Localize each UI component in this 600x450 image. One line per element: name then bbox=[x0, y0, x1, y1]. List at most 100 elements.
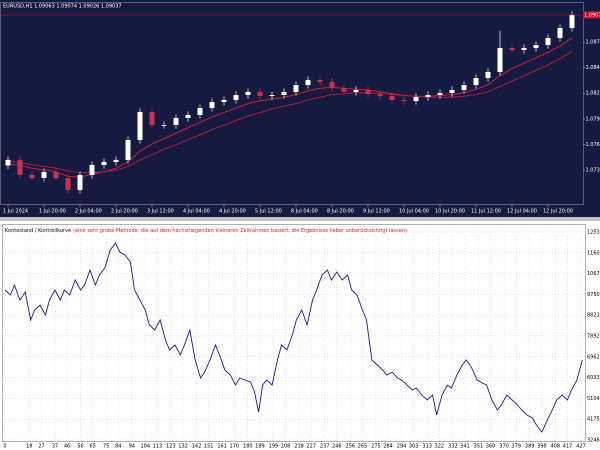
candle-body bbox=[497, 48, 503, 73]
x-tick-label: 398 bbox=[537, 444, 547, 450]
candle-body bbox=[101, 162, 107, 165]
candle-body bbox=[221, 99, 227, 103]
x-tick-label: 189 bbox=[255, 444, 265, 450]
x-tick-label: 142 bbox=[192, 444, 202, 450]
candle-body bbox=[257, 91, 263, 96]
candle-body bbox=[17, 159, 23, 175]
x-tick-label: 379 bbox=[511, 444, 521, 450]
x-tick-label: 10 Jul 04:00 bbox=[399, 209, 429, 215]
x-tick-label: 303 bbox=[409, 444, 419, 450]
x-tick-label: 8 Jul 04:00 bbox=[291, 209, 318, 215]
x-tick-label: 3 Jul 12:00 bbox=[147, 209, 174, 215]
candle-body bbox=[377, 94, 383, 96]
candle-body bbox=[125, 140, 131, 160]
candle-body bbox=[29, 174, 35, 178]
x-tick-label: 322 bbox=[435, 444, 445, 450]
candle-body bbox=[485, 72, 491, 79]
plot-frame bbox=[2, 224, 586, 442]
moving-average bbox=[7, 51, 573, 174]
x-tick-label: 427 bbox=[576, 444, 586, 450]
y-tick-label: 11608 bbox=[587, 250, 600, 256]
candle-body bbox=[437, 93, 443, 95]
x-tick-label: 37 bbox=[52, 444, 58, 450]
x-tick-label: 65 bbox=[89, 444, 95, 450]
x-tick-label: 265 bbox=[358, 444, 368, 450]
y-tick-label: 3246 bbox=[587, 438, 600, 444]
candle-body bbox=[77, 174, 83, 190]
y-tick-label: 1.08205 bbox=[586, 91, 600, 97]
candle-body bbox=[269, 95, 275, 96]
candle-body bbox=[317, 80, 323, 82]
candle-body bbox=[209, 102, 215, 109]
candle-body bbox=[245, 91, 251, 95]
x-tick-label: 284 bbox=[383, 444, 393, 450]
x-tick-label: 246 bbox=[332, 444, 342, 450]
candle-body bbox=[305, 80, 311, 86]
candle-body bbox=[413, 96, 419, 102]
x-tick-label: 5 Jul 12:00 bbox=[255, 209, 282, 215]
y-tick-label: 6033 bbox=[587, 375, 600, 381]
candle-body bbox=[53, 171, 59, 178]
chart-title: Kontostand / Kontrollkurve (eine sehr gro… bbox=[5, 228, 407, 234]
x-tick-label: 360 bbox=[486, 444, 496, 450]
candle-body bbox=[149, 111, 155, 125]
candle-body bbox=[293, 85, 299, 92]
candle-body bbox=[401, 99, 407, 102]
candle-body bbox=[185, 114, 191, 118]
x-tick-label: 151 bbox=[204, 444, 214, 450]
y-tick-label: 1.07920 bbox=[586, 116, 600, 122]
x-tick-label: 132 bbox=[178, 444, 188, 450]
x-tick-label: 1 Jul 2024 bbox=[3, 209, 28, 215]
candle-body bbox=[389, 95, 395, 100]
x-tick-label: 12 Jul 20:00 bbox=[543, 209, 573, 215]
candle-body bbox=[461, 85, 467, 90]
subtitle: (eine sehr grobe Methode, die auf dem nä… bbox=[73, 228, 407, 234]
x-tick-label: 2 Jul 20:00 bbox=[111, 209, 138, 215]
plot-frame bbox=[0, 2, 584, 205]
x-tick-label: 94 bbox=[129, 444, 135, 450]
y-tick-label: 1.07635 bbox=[586, 142, 600, 148]
candle-body bbox=[353, 89, 359, 92]
x-tick-label: 9 Jul 12:00 bbox=[363, 209, 390, 215]
y-tick-label: 1.08775 bbox=[586, 40, 600, 46]
candle-body bbox=[365, 89, 371, 95]
y-tick-label: 8821 bbox=[587, 313, 600, 319]
chart-title: EURUSD,H1 1.09063 1.09074 1.09026 1.0903… bbox=[3, 4, 122, 10]
candle-body bbox=[89, 164, 95, 175]
x-tick-label: 4 Jul 20:00 bbox=[219, 209, 246, 215]
candle-body bbox=[137, 111, 143, 140]
panel-separator bbox=[0, 217, 600, 221]
x-tick-label: 75 bbox=[103, 444, 109, 450]
candle-body bbox=[473, 78, 479, 86]
y-tick-label: 7892 bbox=[587, 333, 600, 339]
candle-body bbox=[113, 159, 119, 163]
candle-body bbox=[425, 95, 431, 97]
candle-body bbox=[509, 48, 515, 50]
x-tick-label: 84 bbox=[115, 444, 121, 450]
candle-body bbox=[569, 14, 575, 28]
candle-body bbox=[281, 91, 287, 95]
x-tick-label: 1 Jul 20:00 bbox=[39, 209, 66, 215]
candle-body bbox=[533, 44, 539, 49]
x-tick-label: 8 Jul 20:00 bbox=[327, 209, 354, 215]
y-tick-label: 1.07350 bbox=[586, 168, 600, 174]
candle-body bbox=[449, 89, 455, 94]
last-price-label: 1.09076 bbox=[584, 12, 600, 18]
x-tick-label: 341 bbox=[460, 444, 470, 450]
x-tick-label: 351 bbox=[474, 444, 484, 450]
x-tick-label: 408 bbox=[551, 444, 561, 450]
x-tick-label: 0 bbox=[3, 444, 6, 450]
y-tick-label: 5104 bbox=[587, 396, 600, 402]
x-tick-label: 18 bbox=[26, 444, 32, 450]
x-tick-label: 237 bbox=[320, 444, 330, 450]
candle-body bbox=[41, 171, 47, 178]
x-tick-label: 46 bbox=[64, 444, 70, 450]
x-tick-label: 11 Jul 12:00 bbox=[471, 209, 501, 215]
candle-body bbox=[329, 81, 335, 88]
x-tick-label: 275 bbox=[371, 444, 381, 450]
balance-line bbox=[4, 242, 583, 433]
x-tick-label: 227 bbox=[306, 444, 316, 450]
x-tick-label: 313 bbox=[422, 444, 432, 450]
x-tick-label: 218 bbox=[294, 444, 304, 450]
